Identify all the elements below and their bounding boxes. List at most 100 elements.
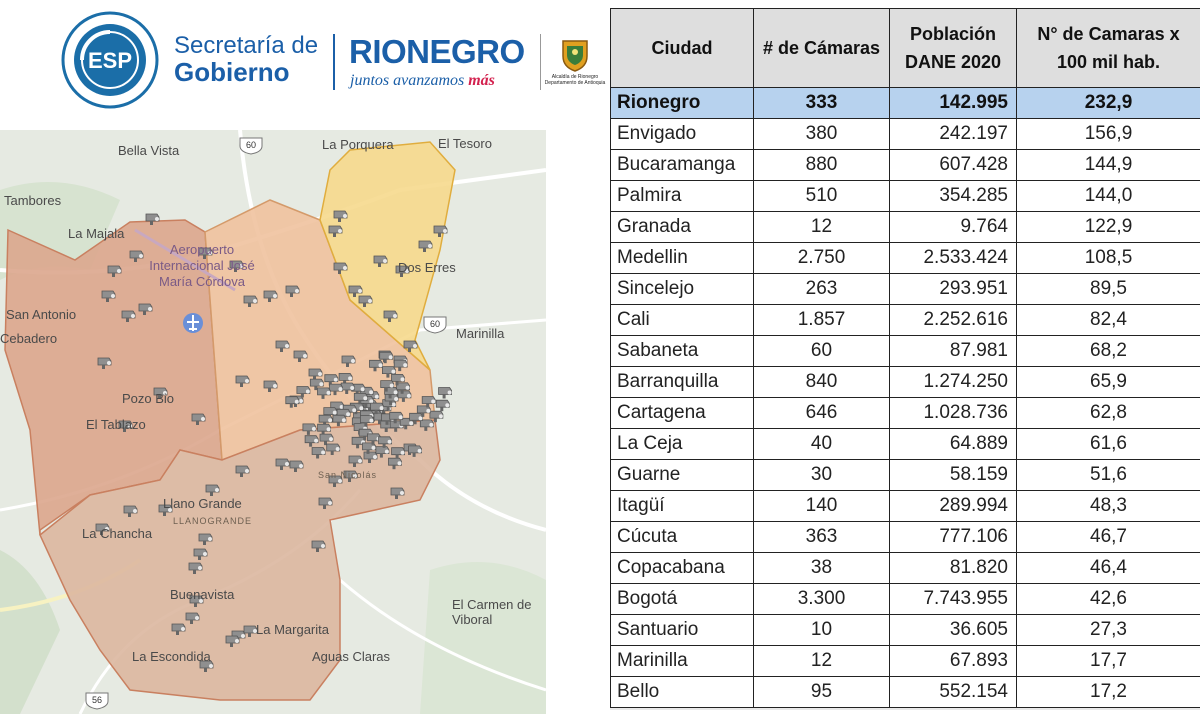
camera-icon[interactable]: [332, 414, 347, 427]
cell-camaras: 1.857: [753, 304, 890, 336]
camera-icon[interactable]: [393, 359, 408, 372]
camera-icon[interactable]: [188, 562, 203, 574]
camera-icon[interactable]: [225, 635, 240, 647]
camera-icon[interactable]: [118, 420, 133, 432]
camera-icon[interactable]: [193, 548, 208, 560]
camera-icon[interactable]: [418, 240, 433, 252]
camera-icon[interactable]: [263, 380, 278, 392]
camera-icon[interactable]: [311, 447, 326, 459]
camera-icon[interactable]: [383, 310, 398, 322]
camera-icon[interactable]: [289, 460, 304, 472]
camera-icon[interactable]: [419, 419, 434, 431]
cell-camaras: 646: [753, 397, 890, 429]
camera-icon[interactable]: [198, 533, 213, 545]
camera-icon[interactable]: [263, 290, 278, 302]
camera-icon[interactable]: [296, 386, 311, 398]
camera-icon[interactable]: [338, 372, 353, 385]
camera-icon[interactable]: [243, 625, 258, 637]
camera-icon[interactable]: [343, 470, 358, 482]
camera-icon[interactable]: [363, 451, 378, 463]
camera-icon[interactable]: [121, 310, 136, 322]
camera-icon[interactable]: [235, 465, 250, 477]
camera-icon[interactable]: [123, 505, 138, 517]
camera-icon[interactable]: [107, 265, 122, 277]
camera-icon[interactable]: [138, 303, 153, 315]
camera-icon[interactable]: [416, 405, 431, 417]
camera-icon[interactable]: [145, 213, 160, 225]
camera-icon[interactable]: [408, 445, 423, 457]
camera-icon[interactable]: [333, 210, 348, 222]
camera-icon[interactable]: [390, 487, 405, 499]
camera-icon[interactable]: [353, 392, 368, 405]
camera-icon[interactable]: [359, 415, 374, 427]
camera-icon[interactable]: [317, 387, 331, 399]
camera-icon[interactable]: [395, 265, 410, 277]
camera-icon[interactable]: [379, 351, 394, 364]
camera-icon[interactable]: [384, 386, 399, 399]
cell-poblacion: 2.533.424: [889, 242, 1017, 274]
camera-icon[interactable]: [389, 411, 404, 424]
camera-icon[interactable]: [229, 260, 244, 272]
camera-icon[interactable]: [429, 410, 444, 423]
camera-icon[interactable]: [403, 340, 418, 352]
route-badge-60-east: 60: [423, 316, 447, 334]
camera-icon[interactable]: [378, 436, 393, 448]
camera-icon[interactable]: [348, 285, 363, 297]
camera-icon[interactable]: [97, 357, 112, 369]
camera-icon[interactable]: [319, 433, 334, 446]
route-badge-label: 56: [92, 695, 102, 705]
camera-icon[interactable]: [308, 368, 323, 380]
camera-icon[interactable]: [341, 355, 356, 367]
camera-icon[interactable]: [191, 413, 206, 425]
camera-icon[interactable]: [311, 540, 326, 552]
camera-icon[interactable]: [328, 225, 343, 237]
camera-icon[interactable]: [358, 295, 373, 307]
camera-icon[interactable]: [189, 595, 204, 607]
camera-icon[interactable]: [304, 435, 319, 447]
camera-icon[interactable]: [198, 247, 213, 259]
camera-icon[interactable]: [302, 423, 317, 435]
camera-icon[interactable]: [380, 380, 395, 392]
cell-ratio: 42,6: [1016, 583, 1200, 615]
camera-icon[interactable]: [158, 504, 173, 516]
camera-icon[interactable]: [243, 295, 258, 307]
camera-icon[interactable]: [317, 423, 332, 436]
camera-icon[interactable]: [185, 612, 200, 624]
camera-icon[interactable]: [348, 455, 363, 467]
camera-icon[interactable]: [381, 366, 396, 378]
camera-icon[interactable]: [435, 399, 450, 412]
camera-icon[interactable]: [293, 350, 308, 362]
camera-icon[interactable]: [275, 458, 290, 470]
cell-ratio: 89,5: [1016, 273, 1200, 305]
camera-icon[interactable]: [171, 623, 186, 635]
camera-icon[interactable]: [285, 396, 300, 408]
camera-icon[interactable]: [326, 443, 341, 455]
camera-icon[interactable]: [396, 382, 411, 394]
camera-icon[interactable]: [333, 262, 348, 274]
camera-icon[interactable]: [199, 660, 214, 672]
cell-ratio: 68,2: [1016, 335, 1200, 367]
camera-icon[interactable]: [433, 225, 448, 237]
camera-icon[interactable]: [318, 497, 333, 509]
camera-icon[interactable]: [275, 340, 290, 352]
camera-icon[interactable]: [421, 396, 436, 408]
camera-icon[interactable]: [101, 290, 116, 302]
camera-icon[interactable]: [391, 447, 406, 459]
camera-map[interactable]: 60 60 56 Bella Vista La Porquera El Teso…: [0, 130, 546, 714]
camera-icon[interactable]: [153, 387, 168, 399]
camera-icon[interactable]: [438, 387, 453, 399]
camera-icon[interactable]: [285, 285, 300, 297]
cameras-per-city-table: Ciudad # de Cámaras Población DANE 2020 …: [610, 8, 1200, 708]
cell-ratio: 17,2: [1016, 676, 1200, 708]
camera-icon[interactable]: [373, 255, 388, 267]
camera-icon[interactable]: [309, 378, 324, 391]
camera-icon[interactable]: [129, 250, 144, 262]
camera-icon[interactable]: [369, 359, 383, 372]
cell-poblacion: 354.285: [889, 180, 1017, 212]
camera-icon[interactable]: [235, 375, 250, 387]
camera-icon[interactable]: [205, 484, 220, 496]
cell-ciudad: Bucaramanga: [610, 149, 754, 181]
camera-icon[interactable]: [95, 523, 110, 535]
camera-icon[interactable]: [328, 475, 343, 487]
camera-icon[interactable]: [370, 402, 385, 415]
